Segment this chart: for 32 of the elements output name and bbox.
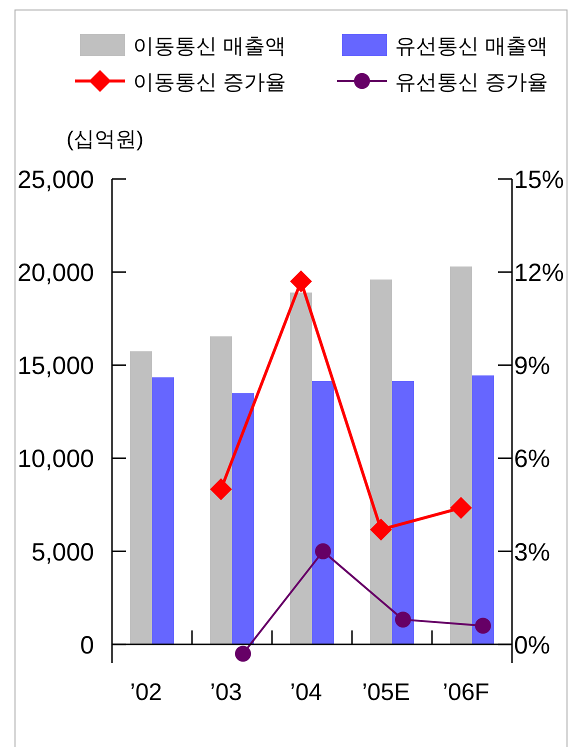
bar (370, 280, 392, 644)
x-tick-label: ’05E (362, 679, 410, 706)
y-tick-label: 25,000 (18, 166, 94, 194)
y2-tick-label: 9% (514, 352, 550, 380)
legend-label: 유선통신 증가율 (395, 71, 548, 94)
y2-tick-label: 12% (514, 259, 564, 288)
bar (152, 377, 174, 644)
y2-tick-label: 6% (514, 445, 550, 474)
bar (312, 380, 334, 644)
bar (472, 375, 494, 644)
bar (392, 380, 414, 644)
y-tick-label: 5,000 (31, 538, 94, 566)
bar (290, 292, 312, 644)
y-tick-label: 10,000 (18, 445, 94, 474)
bar (130, 351, 152, 644)
y2-tick-label: 3% (514, 538, 550, 566)
x-tick-label: ’02 (130, 679, 162, 706)
y-tick-label: 0 (80, 631, 94, 660)
bar (232, 393, 254, 644)
x-tick-label: ’03 (210, 679, 242, 706)
bar (450, 266, 472, 644)
legend-label: 이동통신 매출액 (133, 35, 286, 58)
y-tick-label: 20,000 (18, 259, 94, 288)
legend-label: 이동통신 증가율 (133, 71, 286, 94)
y2-tick-label: 15% (514, 166, 564, 194)
y-axis-title: (십억원) (66, 128, 144, 151)
x-tick-label: ’06F (442, 679, 490, 706)
y-tick-label: 15,000 (18, 352, 94, 380)
legend-label: 유선통신 매출액 (395, 35, 548, 58)
bar (210, 336, 232, 644)
x-tick-label: ’04 (290, 679, 322, 706)
y2-tick-label: 0% (514, 631, 550, 660)
